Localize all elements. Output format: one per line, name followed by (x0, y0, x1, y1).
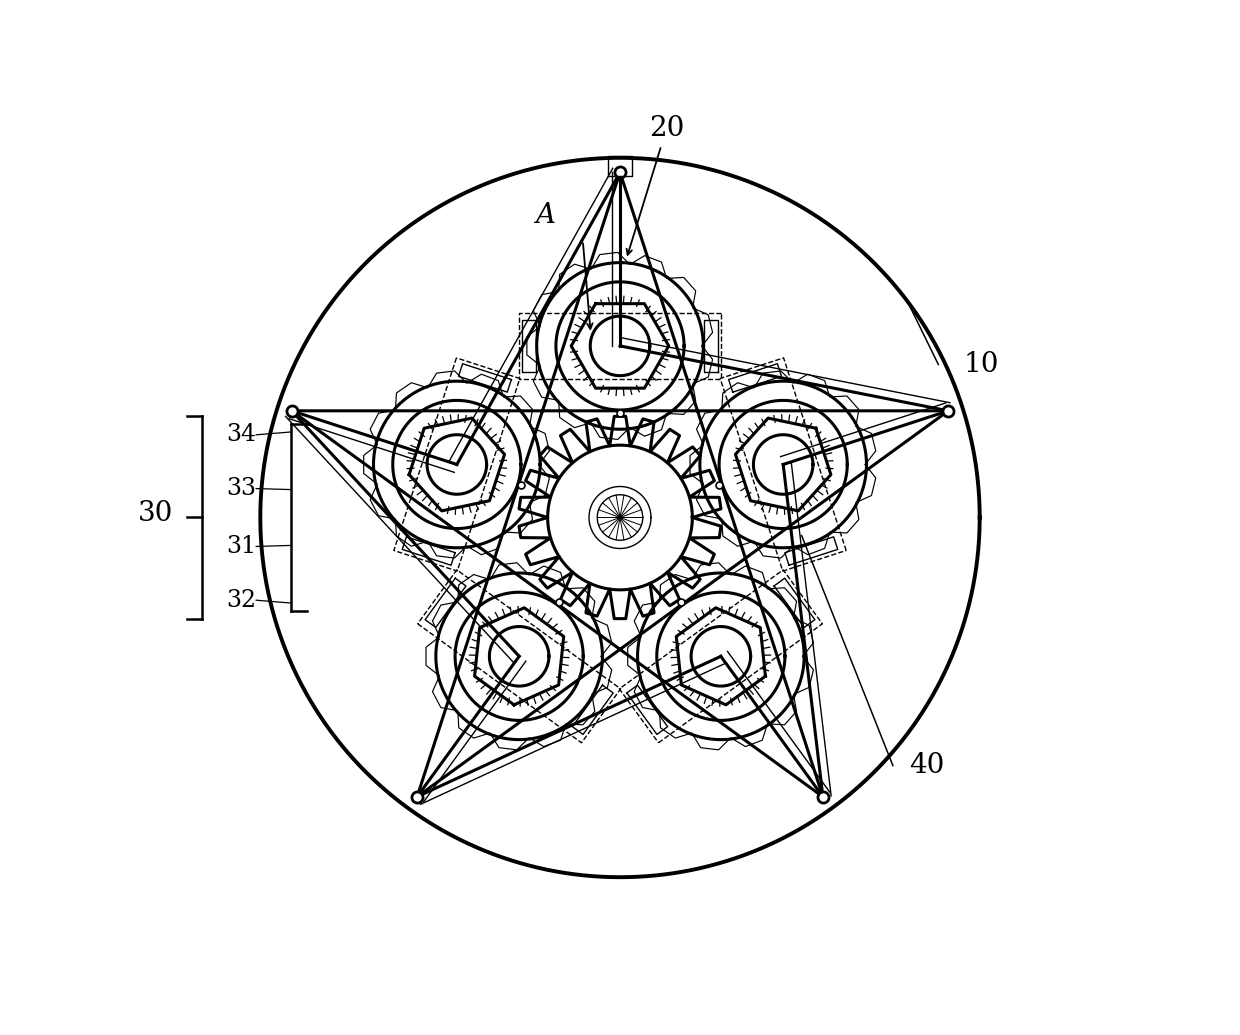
Text: 10: 10 (963, 351, 998, 378)
Text: 20: 20 (649, 115, 684, 143)
Text: 30: 30 (138, 500, 174, 527)
Text: 40: 40 (909, 752, 945, 779)
Text: 31: 31 (226, 535, 257, 558)
Text: 34: 34 (226, 423, 257, 446)
Text: 33: 33 (226, 477, 257, 500)
Text: 32: 32 (226, 589, 257, 612)
Text: A: A (536, 202, 556, 229)
